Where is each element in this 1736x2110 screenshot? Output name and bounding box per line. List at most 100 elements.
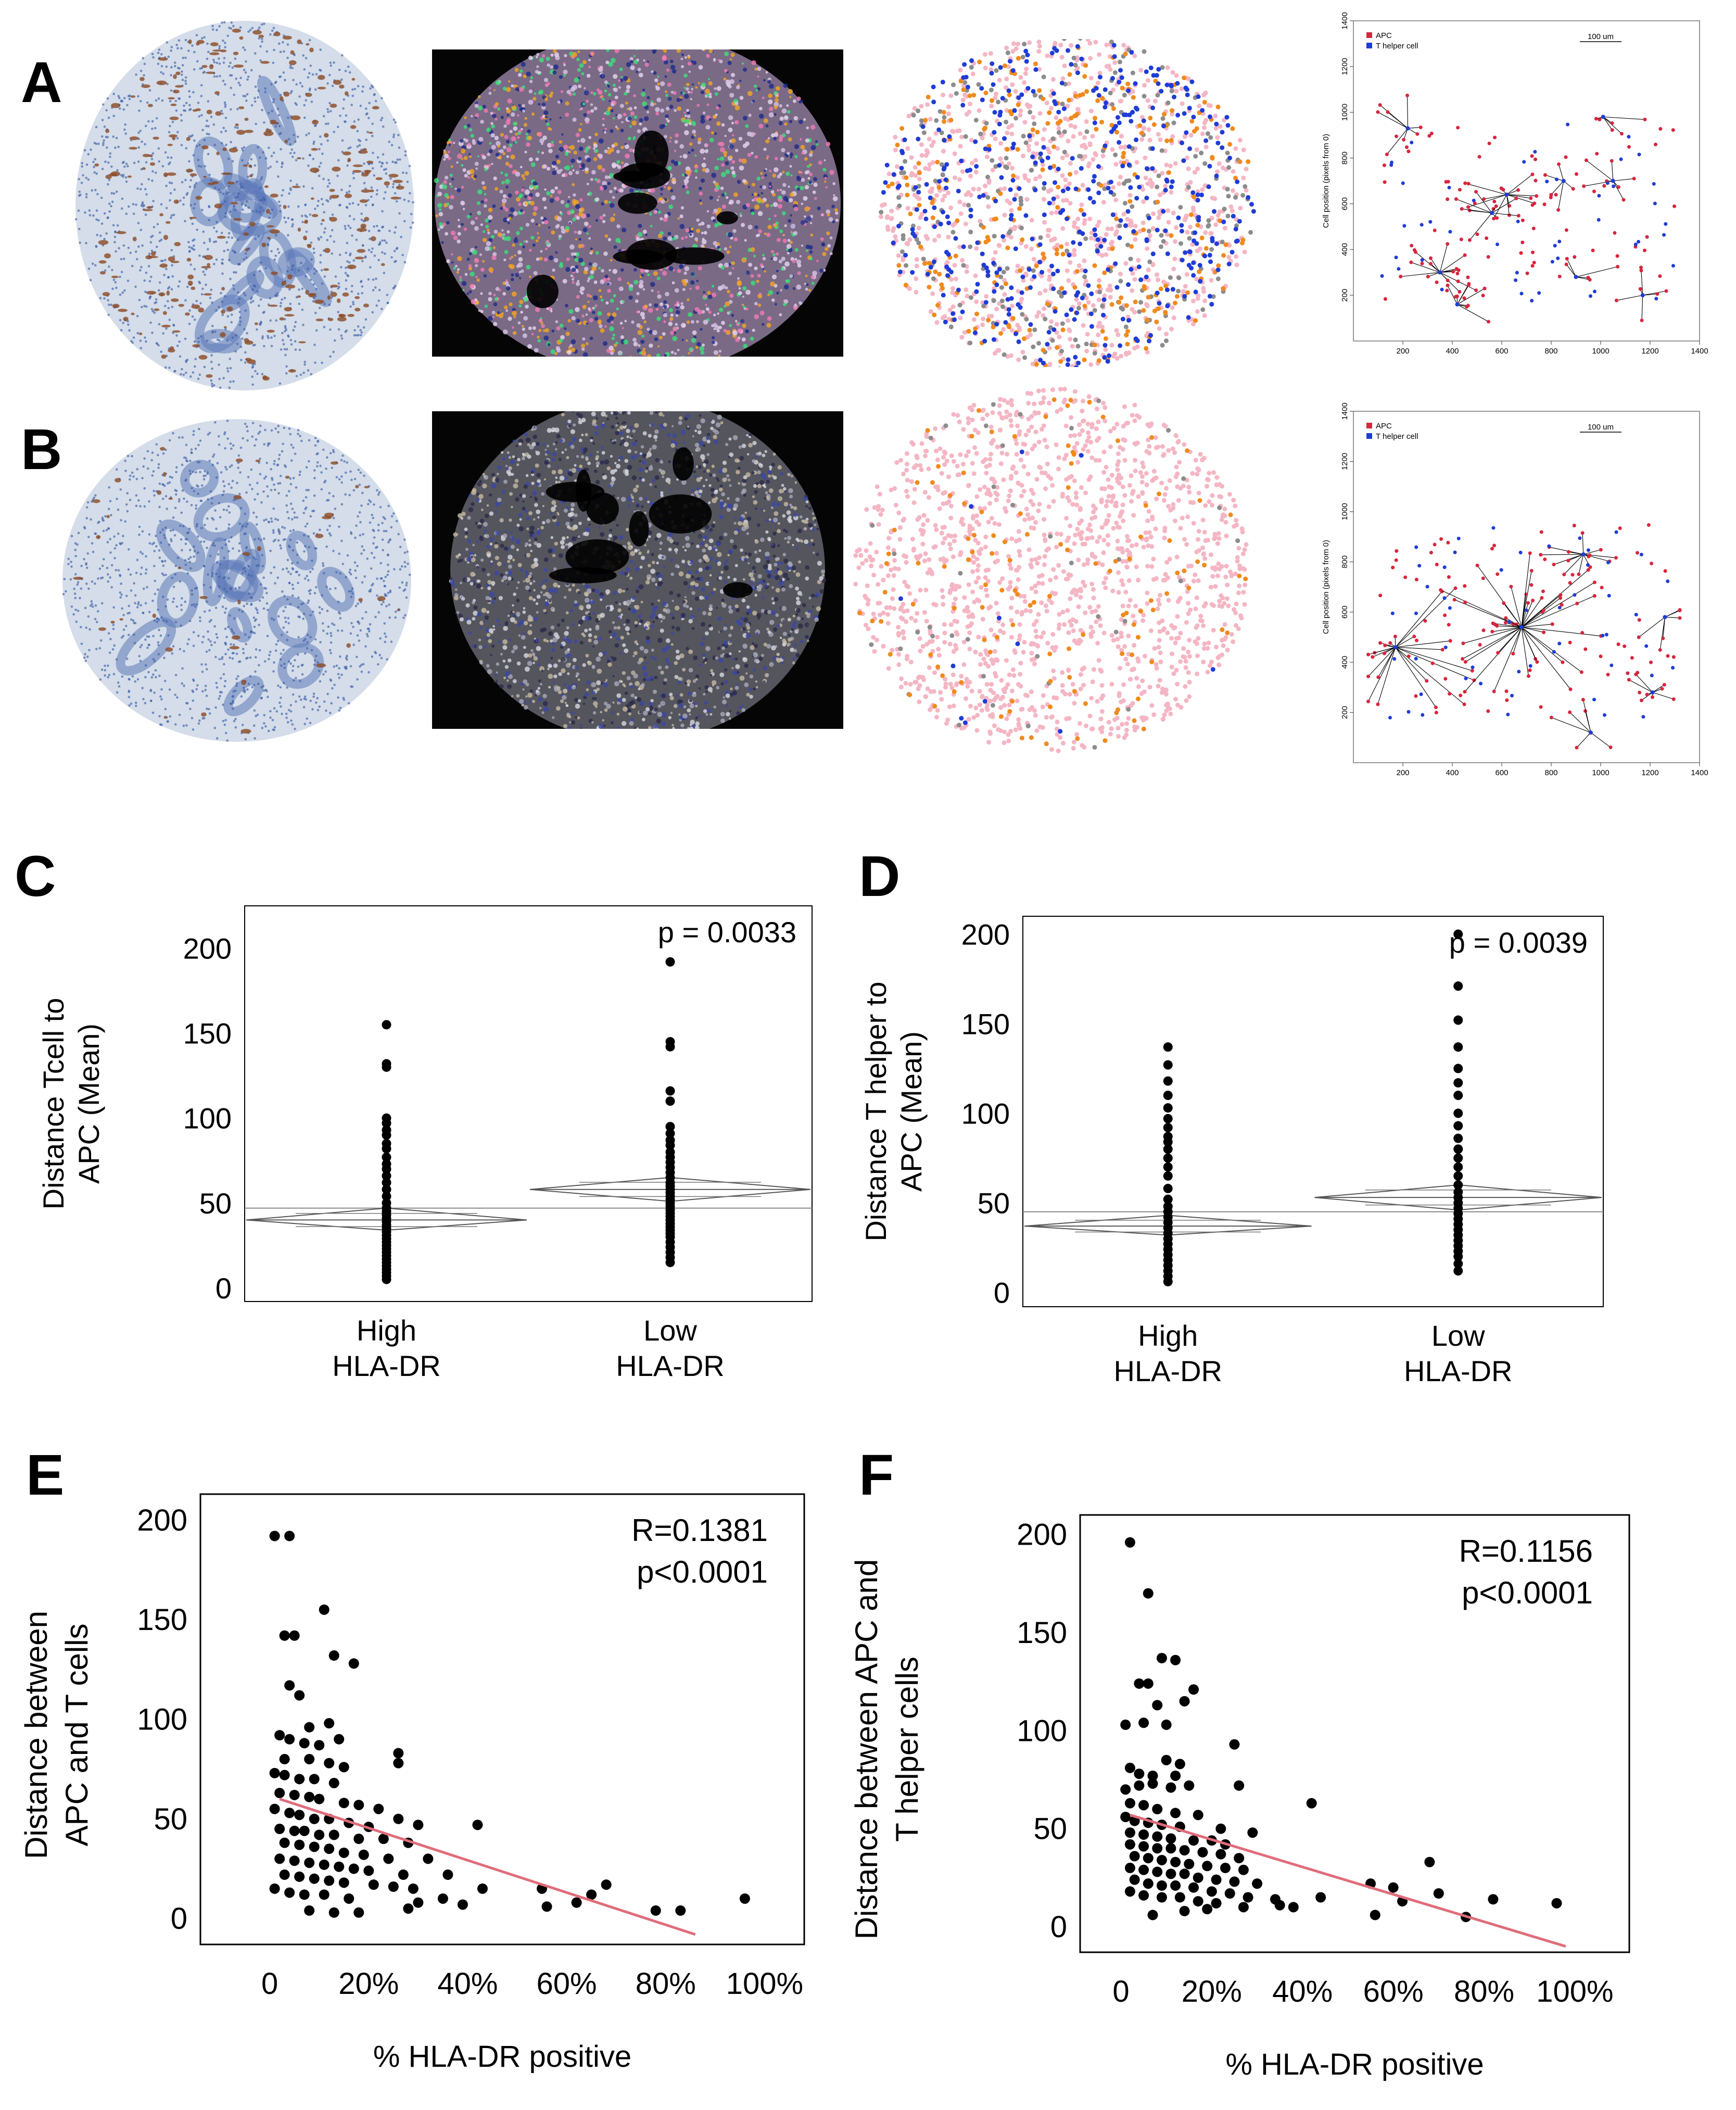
nucleus [150, 249, 154, 252]
fluorescent-cell [575, 282, 580, 286]
phenotype-cell [983, 183, 988, 188]
nucleus [194, 203, 196, 206]
phenotype-cell [1164, 162, 1169, 168]
nucleus [336, 174, 339, 178]
nucleus [195, 299, 198, 302]
nucleus [120, 328, 123, 332]
fluorescent-cell [808, 153, 813, 157]
fluorescent-cell [719, 307, 724, 312]
nucleus [199, 335, 202, 338]
nucleus [318, 69, 321, 71]
fluorescent-cell [459, 279, 462, 282]
nucleus [100, 222, 104, 225]
hla-dr-stain [239, 36, 244, 40]
phenotype-cell [925, 150, 930, 155]
fluorescent-cell [766, 323, 771, 328]
fluorescent-cell [702, 111, 706, 115]
fluorescent-cell [554, 186, 558, 190]
fluorescent-cell [565, 165, 571, 171]
fluorescent-cell [660, 217, 663, 221]
fluorescent-cell [596, 88, 600, 92]
phenotype-cell [1201, 125, 1207, 130]
fluorescent-cell [657, 345, 660, 348]
nucleus [271, 29, 274, 32]
fluorescent-cell [741, 62, 744, 65]
nucleus [352, 177, 355, 180]
fluorescent-cell [664, 135, 667, 138]
fluorescent-cell [482, 260, 485, 263]
nucleus [233, 288, 235, 290]
nucleus [95, 209, 98, 212]
nucleus [279, 94, 282, 96]
fluorescent-cell [696, 342, 701, 347]
nucleus [111, 200, 114, 203]
phenotype-cell [1076, 306, 1081, 311]
fluorescent-cell [706, 54, 710, 58]
fluorescent-cell [613, 186, 617, 190]
nucleus [220, 131, 223, 133]
nucleus [99, 297, 102, 299]
fluorescent-cell [806, 165, 810, 168]
fluorescent-cell [492, 204, 496, 208]
phenotype-cell [1109, 226, 1114, 232]
nucleus [109, 152, 112, 155]
fluorescent-cell [767, 80, 771, 84]
nucleus [371, 122, 374, 125]
fluorescent-cell [669, 140, 671, 143]
nucleus [356, 130, 359, 133]
fluorescent-cell [734, 105, 740, 111]
fluorescent-cell [611, 58, 616, 63]
nucleus [100, 135, 104, 138]
nucleus [151, 331, 154, 334]
nucleus [318, 307, 321, 309]
fluorescent-cell [502, 145, 506, 149]
gland-structure [231, 178, 265, 241]
fluorescent-cell [518, 304, 522, 308]
fluorescent-cell [460, 163, 464, 167]
nucleus [125, 212, 128, 216]
fluorescent-cell [810, 124, 816, 130]
fluorescent-cell [456, 161, 459, 164]
fluorescent-cell [533, 271, 538, 275]
nucleus [282, 71, 285, 74]
phenotype-cell [1146, 267, 1151, 272]
fluorescent-cell [770, 204, 774, 207]
nucleus [280, 348, 283, 351]
nucleus [273, 48, 275, 52]
fluorescent-cell [475, 264, 478, 268]
nucleus [229, 367, 232, 370]
phenotype-cell [959, 134, 965, 140]
fluorescent-cell [700, 221, 705, 226]
fluorescent-cell [491, 310, 496, 314]
fluorescent-cell [550, 53, 554, 57]
fluorescent-cell [535, 157, 539, 161]
nucleus [234, 251, 237, 254]
nucleus [323, 326, 326, 328]
nucleus [137, 146, 141, 149]
phenotype-cell [1132, 277, 1137, 282]
fluorescent-cell [488, 267, 494, 272]
nucleus [134, 285, 137, 288]
nucleus [272, 61, 275, 64]
fluorescent-cell [615, 237, 620, 243]
fluorescent-cell [672, 336, 678, 342]
nucleus [276, 248, 280, 250]
fluorescent-cell [480, 268, 485, 272]
nucleus [264, 87, 267, 90]
nucleus [379, 119, 383, 122]
fluorescent-cell [633, 115, 638, 119]
hla-dr-stain [364, 217, 370, 222]
fluorescent-cell [447, 150, 450, 154]
fluorescent-cell [751, 211, 755, 216]
phenotype-cell [1183, 216, 1188, 221]
nucleus [405, 172, 408, 174]
fluorescent-cell [642, 288, 645, 291]
nucleus [96, 193, 99, 196]
fluorescent-cell [774, 167, 779, 172]
fluorescent-cell [573, 193, 576, 197]
fluorescent-cell [571, 339, 576, 345]
phenotype-cell [1068, 260, 1073, 265]
nucleus [170, 214, 173, 217]
phenotype-cell [945, 260, 950, 265]
nucleus [288, 192, 290, 195]
